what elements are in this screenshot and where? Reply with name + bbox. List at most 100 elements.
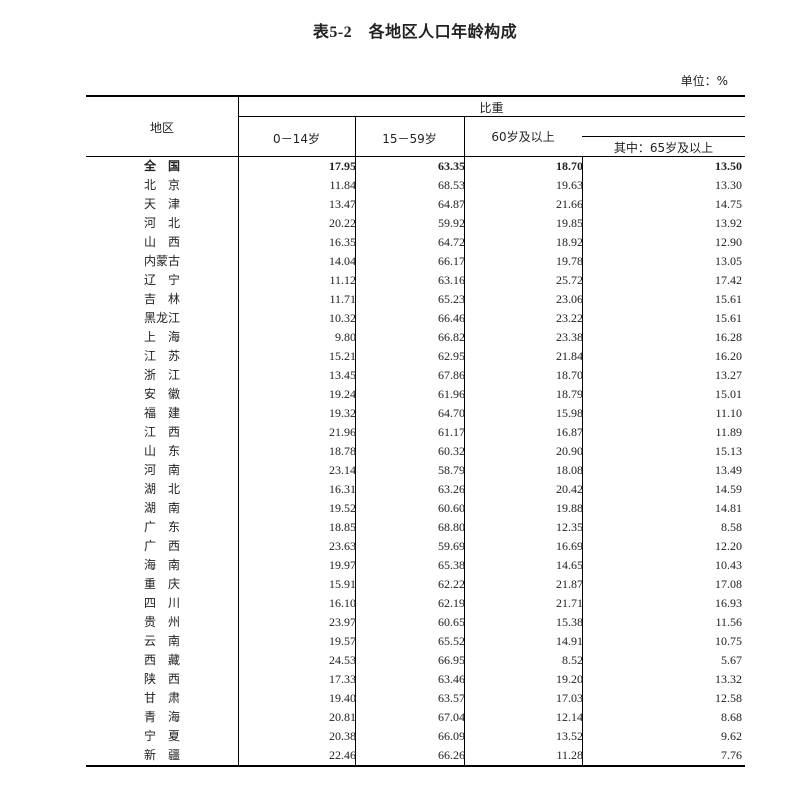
value-cell-col2: 68.80 bbox=[438, 520, 465, 534]
value-cell-col4: 5.67 bbox=[721, 653, 742, 667]
value-cell-col2: 60.60 bbox=[438, 501, 465, 515]
region-name: 浙 江 bbox=[144, 368, 181, 382]
value-cell-col1: 13.47 bbox=[329, 197, 356, 211]
region-name: 北 京 bbox=[144, 178, 181, 192]
value-cell-col3: 13.52 bbox=[556, 729, 583, 743]
region-name: 山 东 bbox=[144, 444, 181, 458]
value-cell-col3: 20.90 bbox=[556, 444, 583, 458]
value-cell-col3: 14.91 bbox=[556, 634, 583, 648]
value-cell-col1: 21.96 bbox=[329, 425, 356, 439]
value-cell-col2: 64.70 bbox=[438, 406, 465, 420]
value-cell-col2: 67.04 bbox=[438, 710, 465, 724]
value-cell-col1: 18.78 bbox=[329, 444, 356, 458]
region-name: 河 北 bbox=[144, 216, 181, 230]
region-name: 江 苏 bbox=[144, 349, 181, 363]
bottom-rule bbox=[86, 765, 745, 767]
value-cell-col3: 19.85 bbox=[556, 216, 583, 230]
value-cell-col3: 18.70 bbox=[556, 159, 583, 173]
value-cell-col3: 23.06 bbox=[556, 292, 583, 306]
value-cell-col3: 23.38 bbox=[556, 330, 583, 344]
value-cell-col4: 7.76 bbox=[721, 748, 742, 762]
table-row: 甘 肃 19.40 63.57 17.03 12.58 bbox=[86, 689, 745, 708]
value-cell-col4: 15.61 bbox=[715, 292, 742, 306]
value-cell-col2: 63.26 bbox=[438, 482, 465, 496]
value-cell-col1: 23.63 bbox=[329, 539, 356, 553]
value-cell-col2: 61.96 bbox=[438, 387, 465, 401]
table-row: 山 东 18.78 60.32 20.90 15.13 bbox=[86, 442, 745, 461]
table-row: 湖 南 19.52 60.60 19.88 14.81 bbox=[86, 499, 745, 518]
table-row: 河 南 23.14 58.79 18.08 13.49 bbox=[86, 461, 745, 480]
region-name: 山 西 bbox=[144, 235, 181, 249]
table-row: 广 西 23.63 59.69 16.69 12.20 bbox=[86, 537, 745, 556]
value-cell-col3: 11.28 bbox=[556, 748, 583, 762]
value-cell-col1: 15.21 bbox=[329, 349, 356, 363]
region-name: 全 国 bbox=[144, 159, 181, 173]
value-cell-col3: 19.20 bbox=[556, 672, 583, 686]
region-name: 宁 夏 bbox=[144, 729, 181, 743]
table-row: 四 川 16.10 62.19 21.71 16.93 bbox=[86, 594, 745, 613]
table-row: 湖 北 16.31 63.26 20.42 14.59 bbox=[86, 480, 745, 499]
value-cell-col3: 19.63 bbox=[556, 178, 583, 192]
table-row: 河 北 20.22 59.92 19.85 13.92 bbox=[86, 214, 745, 233]
value-cell-col4: 13.05 bbox=[715, 254, 742, 268]
column-divider bbox=[355, 116, 356, 765]
value-cell-col2: 60.65 bbox=[438, 615, 465, 629]
region-name: 青 海 bbox=[144, 710, 181, 724]
value-cell-col2: 59.69 bbox=[438, 539, 465, 553]
value-cell-col1: 11.71 bbox=[329, 292, 356, 306]
value-cell-col4: 13.30 bbox=[715, 178, 742, 192]
table-row: 山 西 16.35 64.72 18.92 12.90 bbox=[86, 233, 745, 252]
table-row: 浙 江 13.45 67.86 18.70 13.27 bbox=[86, 366, 745, 385]
table-row: 福 建 19.32 64.70 15.98 11.10 bbox=[86, 404, 745, 423]
value-cell-col2: 64.87 bbox=[438, 197, 465, 211]
value-cell-col1: 19.57 bbox=[329, 634, 356, 648]
header-col4: 其中：65岁及以上 bbox=[613, 141, 714, 155]
value-cell-col4: 13.92 bbox=[715, 216, 742, 230]
value-cell-col1: 20.38 bbox=[329, 729, 356, 743]
table-row: 辽 宁 11.12 63.16 25.72 17.42 bbox=[86, 271, 745, 290]
value-cell-col2: 60.32 bbox=[438, 444, 465, 458]
region-name: 安 徽 bbox=[144, 387, 181, 401]
table-row: 江 西 21.96 61.17 16.87 11.89 bbox=[86, 423, 745, 442]
value-cell-col4: 13.50 bbox=[715, 159, 742, 173]
value-cell-col2: 66.95 bbox=[438, 653, 465, 667]
value-cell-col4: 11.10 bbox=[715, 406, 742, 420]
value-cell-col2: 65.52 bbox=[438, 634, 465, 648]
region-name: 湖 南 bbox=[144, 501, 181, 515]
value-cell-col1: 19.32 bbox=[329, 406, 356, 420]
value-cell-col4: 14.75 bbox=[715, 197, 742, 211]
value-cell-col3: 21.71 bbox=[556, 596, 583, 610]
value-cell-col3: 16.69 bbox=[556, 539, 583, 553]
value-cell-col1: 10.32 bbox=[329, 311, 356, 325]
value-cell-col4: 13.32 bbox=[715, 672, 742, 686]
value-cell-col2: 66.46 bbox=[438, 311, 465, 325]
value-cell-col1: 16.10 bbox=[329, 596, 356, 610]
value-cell-col4: 8.68 bbox=[721, 710, 742, 724]
value-cell-col3: 18.79 bbox=[556, 387, 583, 401]
value-cell-col2: 66.17 bbox=[438, 254, 465, 268]
header-col2: 15－59岁 bbox=[382, 132, 437, 146]
value-cell-col2: 65.23 bbox=[438, 292, 465, 306]
value-cell-col1: 17.95 bbox=[329, 159, 356, 173]
header-col3: 60岁及以上 bbox=[491, 130, 555, 144]
table-row: 云 南 19.57 65.52 14.91 10.75 bbox=[86, 632, 745, 651]
table-row: 北 京 11.84 68.53 19.63 13.30 bbox=[86, 176, 745, 195]
value-cell-col1: 11.84 bbox=[329, 178, 356, 192]
value-cell-col4: 9.62 bbox=[721, 729, 742, 743]
value-cell-col3: 8.52 bbox=[562, 653, 583, 667]
value-cell-col2: 66.82 bbox=[438, 330, 465, 344]
value-cell-col1: 20.81 bbox=[329, 710, 356, 724]
region-name: 天 津 bbox=[144, 197, 181, 211]
value-cell-col3: 16.87 bbox=[556, 425, 583, 439]
value-cell-col4: 12.90 bbox=[715, 235, 742, 249]
value-cell-col1: 23.14 bbox=[329, 463, 356, 477]
region-name: 贵 州 bbox=[144, 615, 181, 629]
header-col1: 0－14岁 bbox=[273, 132, 320, 146]
value-cell-col1: 14.04 bbox=[329, 254, 356, 268]
value-cell-col4: 17.08 bbox=[715, 577, 742, 591]
value-cell-col4: 17.42 bbox=[715, 273, 742, 287]
value-cell-col1: 15.91 bbox=[329, 577, 356, 591]
table-row: 上 海 9.80 66.82 23.38 16.28 bbox=[86, 328, 745, 347]
value-cell-col1: 16.35 bbox=[329, 235, 356, 249]
region-name: 内蒙古 bbox=[144, 254, 181, 268]
